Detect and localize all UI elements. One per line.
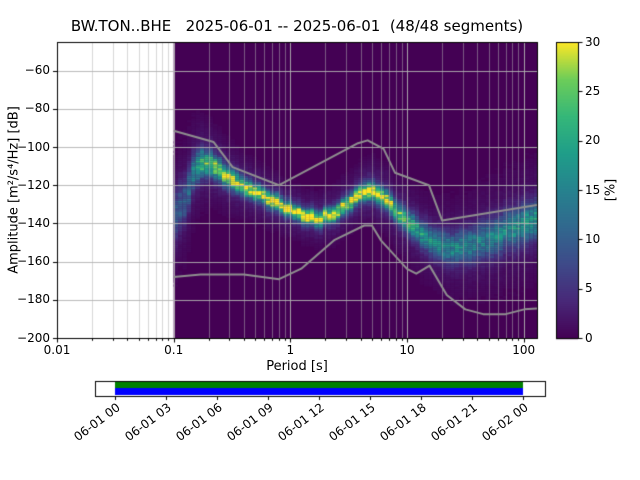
x-axis-label: Period [s] (266, 359, 328, 374)
colorbar-label: [%] (603, 178, 619, 202)
y-tick-label: −100 (17, 139, 50, 154)
colorbar-tick-label: 0 (585, 330, 593, 345)
y-tick-label: −120 (17, 177, 50, 192)
x-tick-label: 1 (286, 343, 295, 357)
y-tick-label: −200 (17, 330, 50, 345)
colorbar-tick-label: 10 (585, 231, 601, 246)
y-tick-label: −180 (17, 292, 50, 307)
y-tick-label: −60 (24, 63, 50, 78)
y-tick-label: −160 (17, 254, 50, 269)
x-tick-label: 100 (512, 343, 536, 357)
x-tick-label: 10 (399, 343, 415, 357)
colorbar-tick-label: 30 (585, 34, 601, 49)
colorbar-tick-label: 25 (585, 83, 601, 98)
y-tick-label: −80 (24, 101, 50, 116)
colorbar-tick-label: 5 (585, 281, 593, 296)
colorbar-tick-label: 20 (585, 133, 601, 148)
x-tick-label: 0.1 (164, 343, 184, 357)
colorbar-tick-label: 15 (585, 182, 601, 197)
plot-title: BW.TON..BHE 2025-06-01 -- 2025-06-01 (48… (70, 17, 524, 35)
x-tick-label: 0.01 (43, 343, 71, 357)
y-tick-label: −140 (17, 215, 50, 230)
